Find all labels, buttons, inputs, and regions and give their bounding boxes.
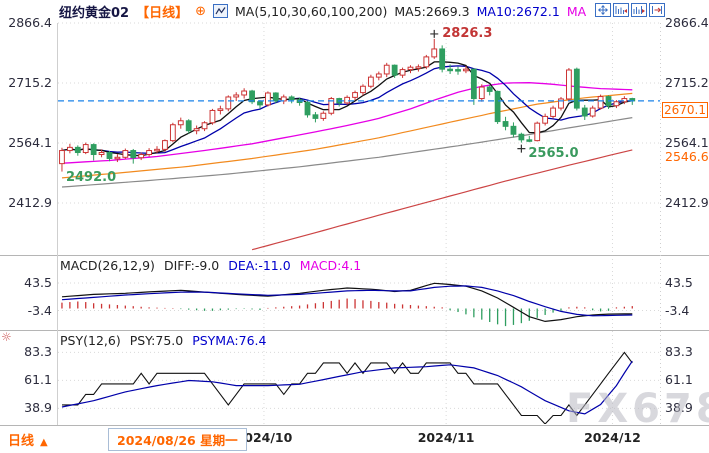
chart-header: 纽约黄金02 【日线】 ⊕ MA(5,10,30,60,100,200) MA5… <box>59 2 587 21</box>
axis-tick: 2564.1 <box>8 134 52 150</box>
axis-tick: 61.1 <box>24 372 52 388</box>
ma5-value: MA5:2669.3 <box>394 3 470 19</box>
chart-toolbar <box>595 3 665 17</box>
macd-diff-value: DIFF:-9.0 <box>163 258 220 273</box>
axis-tick: 2564.1 <box>665 134 709 150</box>
bottom-time-bar: 日线 ▲ 2024/08/26 星期一 <box>0 426 709 453</box>
start-low-annotation: 2492.0 <box>65 169 117 185</box>
expand-plus-icon[interactable]: ⊕ <box>195 3 207 19</box>
low-annotation: 2565.0 <box>528 145 579 161</box>
indicator-settings-icon[interactable]: ☼ <box>1 330 12 344</box>
axis-tick: 38.9 <box>665 400 693 416</box>
axis-tick: 2866.4 <box>665 15 709 30</box>
macd-dea-value: DEA:-11.0 <box>228 258 291 273</box>
axis-tick: 2715.2 <box>665 75 709 90</box>
macd-macd-value: MACD:4.1 <box>299 258 362 273</box>
ma200-price-tag: 2546.6 <box>665 148 709 164</box>
chevron-up-icon: ▲ <box>40 437 48 448</box>
ma30-value: MA <box>566 3 587 19</box>
axis-tick: 61.1 <box>665 372 693 388</box>
period-tag[interactable]: 【日线】 <box>136 5 189 21</box>
axis-tick: 2412.9 <box>8 194 52 210</box>
high-annotation: 2826.3 <box>442 25 493 41</box>
symbol-title: 纽约黄金02 <box>59 5 130 21</box>
expand-xaxis-icon[interactable] <box>631 3 647 17</box>
axis-tick: 2866.4 <box>8 15 52 30</box>
period-selector-label: 日线 <box>8 434 35 449</box>
psy-title: PSY(12,6) <box>60 333 121 348</box>
axis-tick: 43.5 <box>24 275 52 290</box>
macd-header: MACD(26,12,9) DIFF:-9.0 DEA:-11.0 MACD:4… <box>60 258 361 274</box>
selected-date-box: 2024/08/26 星期一 <box>108 428 247 451</box>
axis-tick: 83.3 <box>665 344 693 360</box>
psy-header: PSY(12,6) PSY:75.0 PSYMA:76.4 <box>60 333 266 349</box>
compress-xaxis-icon[interactable] <box>613 3 629 17</box>
ma10-value: MA10:2672.1 <box>476 3 560 19</box>
psy-value: PSY:75.0 <box>129 333 184 348</box>
pan-tool-icon[interactable] <box>595 3 611 17</box>
period-selector[interactable]: 日线 ▲ <box>8 430 48 449</box>
axis-tick: -3.4 <box>665 302 690 318</box>
axis-tick: -3.4 <box>27 302 52 318</box>
axis-tick: 43.5 <box>665 275 693 290</box>
axis-tick: 38.9 <box>24 400 52 416</box>
axis-tick: 2715.2 <box>8 75 52 90</box>
current-price-tag: 2670.1 <box>662 101 708 118</box>
macd-title: MACD(26,12,9) <box>60 258 155 273</box>
indicator-chart-icon[interactable] <box>213 4 229 18</box>
ma-params-label: MA(5,10,30,60,100,200) <box>235 3 388 19</box>
watermark: FX678 <box>566 386 709 432</box>
axis-tick: 2412.9 <box>665 194 709 210</box>
psyma-value: PSYMA:76.4 <box>192 333 267 348</box>
month-label: 2024/11 <box>417 430 475 445</box>
axis-tick: 83.3 <box>24 344 52 360</box>
jump-latest-icon[interactable] <box>649 3 665 17</box>
month-label: 2024/10 <box>235 430 293 445</box>
month-label: 2024/12 <box>584 430 641 445</box>
